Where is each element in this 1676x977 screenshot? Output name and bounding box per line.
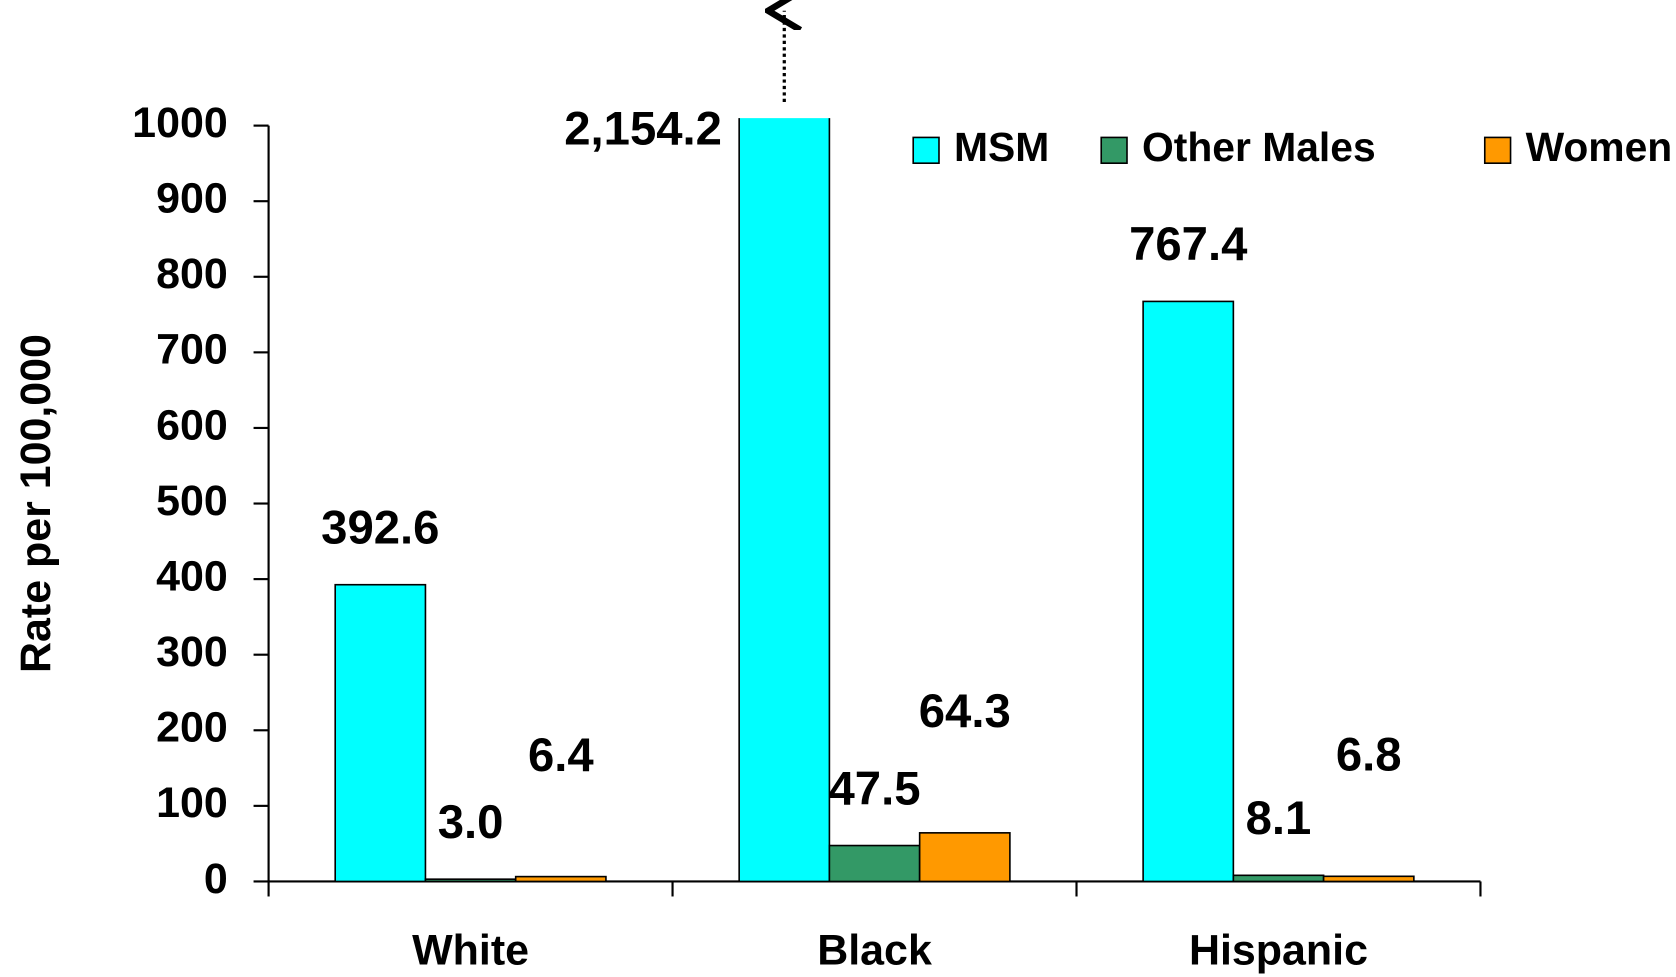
y-tick-label: 100 [156, 779, 228, 827]
value-label: 47.5 [829, 762, 921, 815]
value-label: 392.6 [321, 502, 439, 555]
x-tick-label: White [412, 927, 529, 975]
legend-swatch [1483, 136, 1512, 164]
legend-label: MSM [954, 124, 1049, 170]
value-label: 2,154.2 [564, 103, 722, 156]
value-label: 64.3 [919, 685, 1011, 738]
y-tick-label: 600 [156, 401, 228, 449]
legend-swatch [1100, 136, 1128, 164]
y-tick-label: 200 [156, 704, 228, 752]
legend-swatch [912, 136, 940, 164]
bar [1322, 875, 1415, 883]
y-tick-label: 800 [156, 250, 228, 298]
legend-label: Other Males [1142, 124, 1376, 170]
y-tick-label: 300 [156, 628, 228, 676]
y-tick-label: 500 [156, 477, 228, 525]
y-tick-label: 0 [204, 855, 228, 903]
x-tick-label: Black [817, 927, 932, 975]
bar [738, 118, 831, 883]
bar [918, 832, 1011, 883]
bar [828, 844, 921, 883]
value-label: 6.4 [528, 729, 594, 782]
value-label: 6.8 [1336, 729, 1402, 782]
value-label: 3.0 [438, 796, 504, 849]
y-tick-label: 700 [156, 326, 228, 374]
bar [424, 878, 517, 883]
bar [334, 583, 427, 883]
y-axis-label: Rate per 100,000 [12, 334, 60, 673]
bar [1232, 874, 1325, 883]
plot-area [334, 118, 1415, 883]
bar [1142, 300, 1235, 883]
y-tick-label: 900 [156, 175, 228, 223]
y-tick-label: 400 [156, 552, 228, 600]
y-tick-label: 1000 [132, 99, 228, 147]
bar [514, 875, 607, 883]
value-label: 8.1 [1246, 792, 1312, 845]
legend-label: Women [1526, 124, 1673, 170]
x-tick-label: Hispanic [1189, 927, 1368, 975]
value-label: 767.4 [1129, 218, 1248, 271]
